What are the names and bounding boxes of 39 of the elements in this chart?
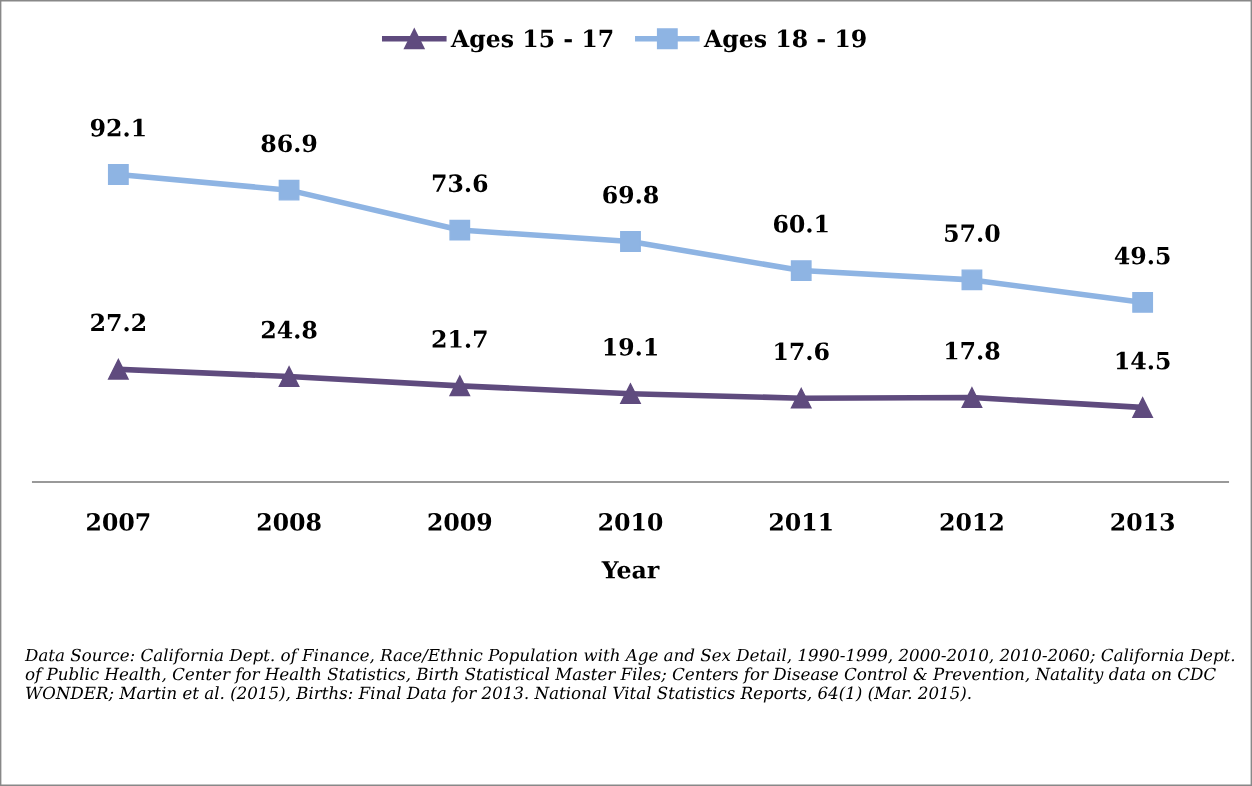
point xyxy=(620,231,641,252)
x-tick-label: 2008 xyxy=(257,512,321,531)
point xyxy=(790,387,812,409)
legend-label: Ages 15 - 17 xyxy=(450,29,613,53)
point xyxy=(620,383,641,405)
point xyxy=(107,358,129,380)
x-tick-label: 2012 xyxy=(940,512,1003,531)
data-label: 57.0 xyxy=(945,224,1000,242)
point xyxy=(1132,397,1154,418)
data-label: 17.8 xyxy=(946,341,1000,360)
x-tick-label: 2011 xyxy=(769,512,832,531)
point xyxy=(961,387,983,408)
data-label: 21.7 xyxy=(432,330,487,348)
point xyxy=(1132,291,1154,313)
data-label: 19.1 xyxy=(604,337,657,356)
x-axis-title: Year xyxy=(601,561,660,579)
x-tick-label: 2010 xyxy=(599,512,663,531)
point xyxy=(278,366,300,387)
data-label: 73.6 xyxy=(432,174,488,193)
point xyxy=(278,179,300,201)
data-label: 60.1 xyxy=(773,214,828,233)
point xyxy=(449,375,471,397)
data-label: 27.2 xyxy=(91,313,145,332)
data-label: 14.5 xyxy=(1116,351,1170,370)
point xyxy=(449,219,471,241)
data-label: 86.9 xyxy=(261,134,317,153)
legend-label: Ages 18 - 19 xyxy=(703,29,866,53)
data-label: 69.8 xyxy=(603,185,658,204)
point xyxy=(107,164,129,185)
x-tick-label: 2013 xyxy=(1111,512,1174,531)
x-tick-label: 2007 xyxy=(87,512,150,531)
point xyxy=(790,260,812,282)
point xyxy=(961,269,983,291)
data-label: 24.8 xyxy=(261,320,317,339)
source-note: Data Source: California Dept. of Finance, Race/Ethnic Population with Age and Sex Detail, 1990-1999, 2000-2010, 2010-2060; California Dept. of Public Health, Center for Health Statistics, Birth Statistical Master Files; Centers for Disease Control & Prevention, Natality data on CDC WONDER; Martin et al. (2015), Births: Final Data for 2013. National Vital Statistics Reports, 64(1) (Mar. 2015). xyxy=(24,648,1235,703)
data-label: 49.5 xyxy=(1114,246,1170,265)
data-label: 17.6 xyxy=(775,342,829,361)
data-label: 92.1 xyxy=(90,118,145,137)
x-tick-label: 2009 xyxy=(428,512,492,531)
